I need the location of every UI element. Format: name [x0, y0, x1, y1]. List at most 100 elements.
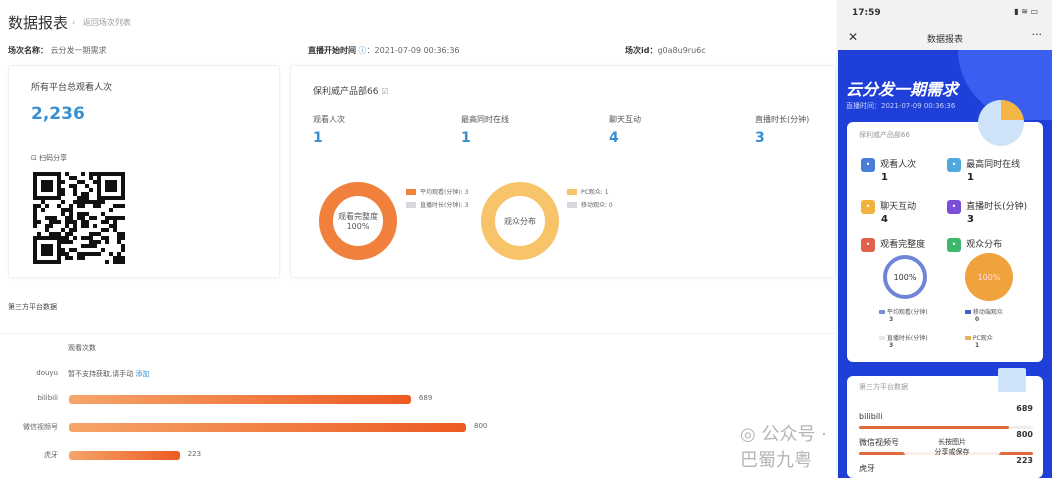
legend-value: 3 [889, 342, 894, 349]
total-label: 所有平台总观看人次 [31, 83, 113, 93]
stat-icon: • [947, 199, 961, 214]
stat-value: 1 [313, 130, 323, 146]
phone-row-value: 800 [1016, 430, 1033, 439]
stat-value: 4 [609, 130, 619, 146]
phone-stat: • 聊天互动 4 [861, 194, 916, 225]
stat-label: 观看人次 [313, 115, 345, 124]
legend-value: 0 [975, 316, 980, 323]
bar [69, 451, 180, 460]
phone-stat-label: 直播时长(分钟) [966, 202, 1028, 212]
douyu-note: 暂不支持获取,请手动 添加 [68, 369, 149, 379]
legend-item: 直播时长(分钟): 3 [420, 202, 469, 209]
phone-legend-item: PC观众 1 [965, 333, 993, 349]
legend-label: 直播时长(分钟) [886, 335, 928, 342]
product-name-text: 保利威产品部66 [313, 87, 379, 97]
watermark: ◎ 公众号 · 巴蜀九粤 [740, 420, 836, 472]
phone-screen: 17:59 ▮ ≋ ▭ ✕ 数据报表 ··· 云分发一期需求 直播时间：2021… [838, 0, 1052, 478]
watermark-text: 公众号 · 巴蜀九粤 [740, 424, 827, 471]
row-label: 微信视频号 [23, 423, 58, 431]
total-card: 所有平台总观看人次 2,236 ⊡ 扫码分享 [8, 65, 280, 278]
total-value: 2,236 [31, 104, 85, 124]
edit-icon[interactable]: ☑ [381, 87, 389, 96]
phone-stat-label: 聊天互动 [880, 202, 917, 212]
legend-swatch [965, 310, 971, 314]
long-press-overlay[interactable]: 长按图片 分享或保存 [902, 436, 1002, 458]
legend-swatch [879, 336, 885, 340]
completion-legend: 平均观看(分钟): 3 直播时长(分钟): 3 [406, 187, 468, 209]
legend-swatch [567, 188, 577, 195]
more-icon[interactable]: ··· [1031, 28, 1043, 41]
completion-donut: 观看完整度 100% [319, 182, 397, 260]
douyu-note-text: 暂不支持获取,请手动 [68, 370, 134, 378]
legend-value: 1 [975, 342, 980, 349]
legend-label: 平均观看(分钟) [886, 309, 928, 316]
bar-value: 689 [418, 394, 433, 402]
phone-completion-donut: 100% [883, 255, 927, 299]
bar [69, 423, 466, 432]
legend-value: 3 [889, 316, 894, 323]
back-link[interactable]: ‹ 返回场次列表 [72, 18, 131, 27]
phone-stat: • 观看人次 1 [861, 152, 916, 183]
phone-audience-donut: 100% [965, 253, 1013, 301]
info-icon[interactable]: ⓘ [358, 46, 367, 55]
completion-pct: 100% [346, 222, 370, 231]
phone-third-title: 第三方平台数据 [859, 383, 908, 391]
web-dashboard: 数据报表 ‹ 返回场次列表 场次名称： 云分发一期需求 直播开始时间 ⓘ：202… [0, 0, 836, 478]
stat-label: 聊天互动 [609, 115, 641, 124]
stat-icon: • [947, 157, 961, 172]
row-label-douyu: douyu [36, 369, 58, 377]
audience-donut: 观众分布 [481, 182, 559, 260]
phone-section-label: 观众分布 [966, 240, 1003, 250]
phone-row-value: 223 [1016, 456, 1033, 465]
stat-label: 最高同时在线 [461, 115, 509, 124]
wechat-icon: ◎ [740, 424, 756, 445]
start-time: 直播开始时间 ⓘ：2021-07-09 00:36:36 [308, 45, 460, 56]
phone-legend-item: 移动端观众 0 [965, 307, 1003, 323]
start-time-value: ：2021-07-09 00:36:36 [366, 46, 460, 55]
phone-stat: • 直播时长(分钟) 3 [947, 194, 1027, 225]
scan-share[interactable]: ⊡ 扫码分享 [31, 153, 67, 163]
stat-icon: • [861, 157, 875, 172]
scan-share-label: 扫码分享 [39, 154, 68, 162]
pie-illustration-icon [978, 100, 1024, 146]
section-icon: • [947, 237, 961, 252]
session-name-value: 云分发一期需求 [50, 46, 107, 55]
phone-stat-value: 3 [967, 213, 974, 225]
bar [69, 395, 411, 404]
stat-1: 最高同时在线 1 [461, 114, 509, 146]
stat-value: 3 [755, 130, 765, 146]
add-link[interactable]: 添加 [135, 370, 150, 378]
row-label: 虎牙 [44, 451, 58, 459]
phone-legend-item: 平均观看(分钟) 3 [879, 307, 928, 323]
legend-swatch [879, 310, 885, 314]
phone-section: • 观众分布 [947, 232, 1002, 252]
phone-section-label: 观看完整度 [880, 240, 926, 250]
overlay-line2: 分享或保存 [934, 448, 970, 456]
product-card: 保利威产品部66 ☑ 观看完整度 100% 平均观看(分钟): 3 直播时长(分钟… [290, 65, 836, 278]
phone-stat-label: 观看人次 [880, 160, 917, 170]
phone-row-bar [859, 426, 1033, 429]
stat-label: 直播时长(分钟) [755, 115, 810, 124]
phone-stat-value: 4 [881, 213, 888, 225]
phone-stats-card: 保利威产品部66 100% 100% • 观看人次 1 • 最高同时在线 1 • 聊天互… [847, 122, 1043, 362]
section-icon: • [861, 237, 875, 252]
legend-swatch [965, 336, 971, 340]
back-link-label[interactable]: 返回场次列表 [82, 18, 131, 27]
stat-3: 直播时长(分钟) 3 [755, 114, 809, 146]
close-icon[interactable]: ✕ [848, 30, 859, 44]
qr-code [33, 172, 125, 264]
session-id: 场次id：g0a8u9ru6c [625, 45, 706, 56]
overlay-line1: 长按图片 [938, 438, 966, 446]
phone-row: 虎牙 223 [859, 456, 1033, 478]
hero-title: 云分发一期需求 [846, 80, 959, 99]
phone-header: 17:59 ▮ ≋ ▭ ✕ 数据报表 ··· [838, 0, 1052, 50]
phone-row: bilibili 689 [859, 404, 1033, 429]
bar-chart-illustration-icon [998, 368, 1026, 392]
legend-label: 移动端观众 [972, 309, 1003, 316]
status-time: 17:59 [852, 8, 881, 18]
audience-center-label: 观众分布 [504, 216, 536, 226]
status-icons: ▮ ≋ ▭ [1014, 7, 1038, 16]
phone-legend-item: 直播时长(分钟) 3 [879, 333, 928, 349]
session-id-value: g0a8u9ru6c [657, 46, 706, 55]
stat-0: 观看人次 1 [313, 114, 345, 146]
